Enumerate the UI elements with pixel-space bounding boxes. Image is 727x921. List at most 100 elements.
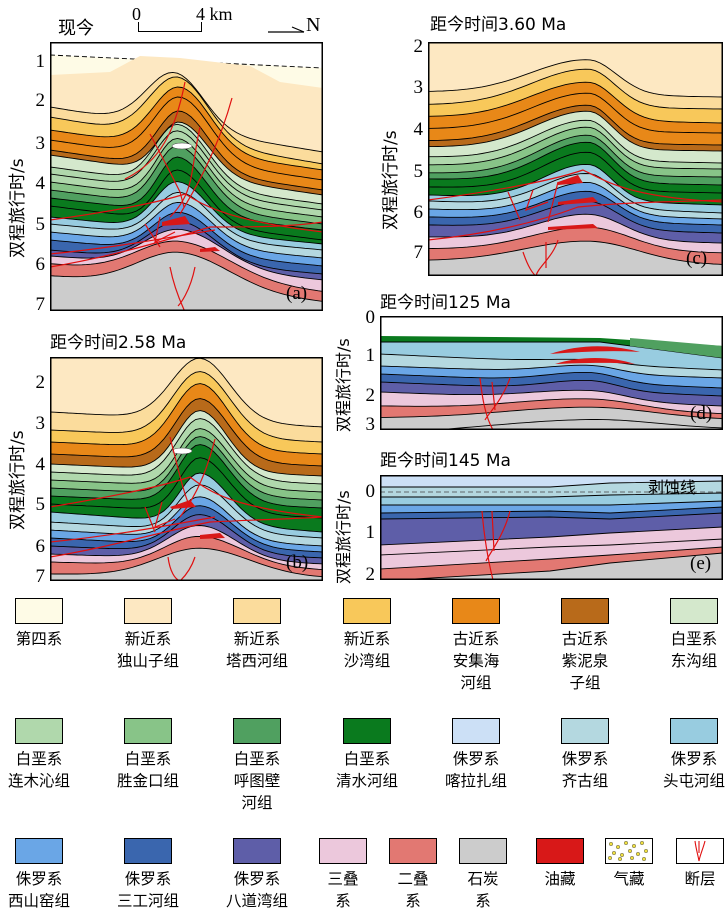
taxihe-layer	[428, 59, 723, 109]
ziniquanzi-layer	[428, 105, 723, 151]
badaowan-layer	[50, 221, 323, 280]
legend-swatch-hutubihe	[233, 718, 281, 744]
gas-reservoir	[171, 142, 193, 150]
horizon-line	[50, 484, 323, 539]
oil-reservoir	[200, 533, 225, 539]
qingshuihe-layer	[428, 152, 723, 205]
panel-frame	[50, 357, 323, 581]
y-tick-label: 4	[413, 119, 424, 140]
sangonghe-layer	[380, 372, 723, 396]
legend-item-fault: 断层	[665, 838, 727, 890]
qigu-layer	[380, 354, 723, 378]
horizon-line	[428, 190, 723, 226]
horizon-line	[380, 371, 723, 389]
carboniferous-layer	[50, 252, 323, 311]
fault-line	[154, 216, 176, 244]
legend-item-badaowan: 侏罗系 八道湾组	[217, 838, 297, 912]
kalazha-layer	[380, 475, 723, 487]
horizon-line	[50, 444, 323, 509]
legend-swatch-triassic	[319, 838, 367, 864]
xishanyao-layer	[50, 202, 323, 266]
legend-item-kalazha: 侏罗系 喀拉扎组	[436, 718, 516, 792]
fault-line	[484, 377, 511, 421]
fault-symbol-icon	[694, 840, 706, 862]
horizon-line	[50, 71, 323, 153]
oil-reservoir	[558, 197, 598, 205]
horizon-line	[50, 535, 323, 571]
fault-line	[535, 239, 559, 276]
y-tick-label: 6	[413, 202, 424, 223]
xishanyao-layer	[380, 365, 723, 388]
fault-line	[144, 506, 156, 533]
legend-label: 断层	[684, 870, 716, 888]
triassic-layer	[50, 229, 323, 292]
horizon-line	[50, 156, 323, 231]
fault-line	[50, 516, 323, 558]
horizon-line	[428, 240, 723, 265]
fault-line	[491, 510, 495, 552]
horizon-line	[380, 506, 723, 514]
y-tick-label: 2	[35, 90, 46, 111]
horizon-line	[380, 364, 723, 379]
fault-line	[144, 223, 161, 248]
badaowan-layer	[50, 514, 323, 564]
legend-label: 第四系	[15, 630, 63, 648]
legend-label: 白垩系 呼图壁 河组	[233, 750, 281, 812]
fault-line	[149, 133, 185, 208]
anjihaihe-layer	[50, 97, 323, 190]
triassic-layer	[380, 539, 723, 569]
panel-c-y-axis-label: 双程旅行时/s	[381, 130, 401, 230]
oil-reservoir	[555, 358, 635, 364]
legend-swatch-badaowan	[233, 838, 281, 864]
legend-label: 侏罗系 西山窑组	[7, 870, 70, 910]
sangonghe-layer	[50, 505, 323, 558]
horizon-line	[380, 398, 723, 415]
horizon-line	[380, 379, 723, 397]
y-tick-label: 2	[365, 385, 376, 406]
horizon-line	[428, 104, 723, 146]
legend-label: 三叠 系	[327, 870, 359, 910]
legend-swatch-kalazha	[452, 718, 500, 744]
horizon-line	[50, 436, 323, 501]
legend-swatch-dushanzi	[124, 598, 172, 624]
legend-swatch-sangonghe	[124, 838, 172, 864]
horizon-line	[50, 428, 323, 493]
fault-line	[179, 438, 216, 518]
y-tick-label: 0	[365, 307, 376, 328]
legend-swatch-lianmuqin	[15, 718, 63, 744]
panel-a-letter: (a)	[286, 283, 308, 304]
y-tick-label: 0	[365, 481, 376, 502]
legend-swatch-fault	[676, 838, 724, 864]
legend-label: 白垩系 胜金口组	[116, 750, 179, 790]
legend-swatch-gas	[605, 838, 653, 864]
legend-swatch-ziniquanzi	[561, 598, 609, 624]
fault-line	[124, 81, 186, 180]
legend-label: 石炭 系	[467, 870, 499, 910]
legend-label: 油藏	[544, 870, 576, 888]
shawan-layer	[50, 371, 323, 454]
horizon-line	[428, 134, 723, 178]
y-tick-label: 6	[35, 536, 46, 557]
anjihaihe-layer	[428, 93, 723, 145]
sangonghe-layer	[380, 507, 723, 519]
horizon-line	[380, 389, 723, 407]
permian-layer	[380, 398, 723, 419]
fault-line	[50, 476, 323, 518]
y-tick-label: 5	[35, 214, 46, 235]
legend-label: 白垩系 清水河组	[335, 750, 398, 790]
taxihe-layer	[50, 72, 323, 164]
carboniferous-layer	[428, 241, 723, 276]
horizon-line	[380, 480, 723, 488]
anjihaihe-layer	[50, 87, 323, 180]
carboniferous-layer	[397, 553, 723, 580]
legend-swatch-oil	[536, 838, 584, 864]
legend-label: 二叠 系	[397, 870, 429, 910]
horizon-line	[428, 81, 723, 124]
fault-line	[547, 181, 559, 223]
legend-swatch-toutunhe	[670, 718, 718, 744]
y-tick-label: 3	[413, 77, 424, 98]
lianmuqin-layer	[50, 124, 323, 210]
legend-label: 侏罗系 喀拉扎组	[444, 750, 507, 790]
legend-label: 新近系 塔西河组	[225, 630, 288, 670]
legend-label: 古近系 紫泥泉 子组	[561, 630, 609, 692]
